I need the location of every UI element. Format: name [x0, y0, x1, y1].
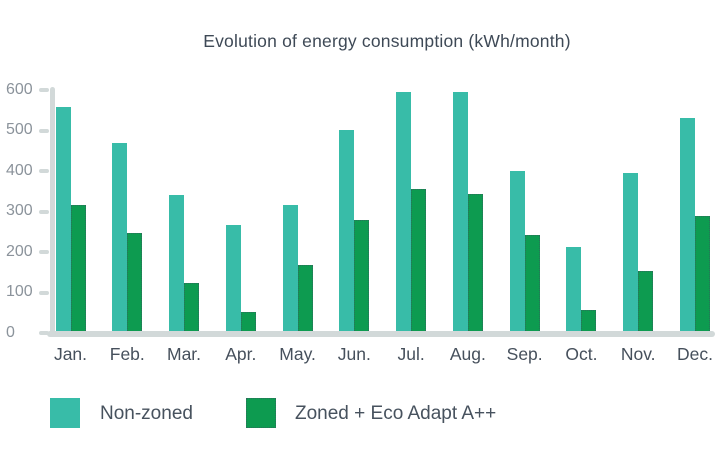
bar-aug-non-zoned — [452, 91, 468, 333]
bar-sep-non-zoned — [509, 170, 525, 333]
x-label-nov: Nov. — [620, 344, 656, 364]
bar-mar-zoned-eco-adapt-a — [184, 282, 200, 333]
y-tick-label-600: 600 — [6, 80, 33, 98]
y-tick-label-300: 300 — [6, 202, 33, 219]
x-label-aug: Aug. — [449, 344, 486, 364]
legend-swatch-non-zoned — [50, 398, 80, 428]
bar-dec-zoned-eco-adapt-a — [694, 215, 710, 333]
bar-feb-non-zoned — [112, 142, 128, 333]
legend-label-zoned-eco-adapt: Zoned + Eco Adapt A++ — [295, 403, 497, 424]
x-label-oct: Oct. — [565, 344, 598, 364]
x-label-jan: Jan. — [53, 344, 88, 364]
x-label-sep: Sep. — [506, 344, 543, 364]
y-tick-label-400: 400 — [6, 161, 33, 179]
bar-apr-non-zoned — [225, 224, 241, 333]
x-label-jul: Jul. — [397, 344, 425, 364]
bar-jan-non-zoned — [55, 106, 71, 333]
legend-swatch-zoned-eco-adapt — [246, 398, 276, 428]
x-label-apr: Apr. — [225, 344, 257, 364]
bar-oct-zoned-eco-adapt-a — [581, 309, 597, 333]
y-axis-line — [50, 87, 55, 337]
y-tick-label-500: 500 — [6, 121, 33, 138]
y-tick-300 — [39, 209, 49, 214]
bar-nov-non-zoned — [623, 172, 639, 333]
bar-mar-non-zoned — [169, 194, 185, 333]
x-label-feb: Feb. — [109, 344, 145, 364]
y-tick-label-0: 0 — [6, 323, 15, 341]
chart-title: Evolution of energy consumption (kWh/mon… — [203, 31, 571, 51]
bar-aug-zoned-eco-adapt-a — [467, 193, 483, 333]
y-tick-100 — [39, 290, 49, 295]
bar-oct-non-zoned — [566, 246, 582, 333]
legend-label-non-zoned: Non-zoned — [100, 403, 193, 424]
bar-jul-zoned-eco-adapt-a — [411, 188, 427, 333]
bar-jun-zoned-eco-adapt-a — [354, 219, 370, 333]
bar-nov-zoned-eco-adapt-a — [638, 270, 654, 333]
bar-may-zoned-eco-adapt-a — [297, 264, 313, 333]
bar-jan-zoned-eco-adapt-a — [70, 204, 86, 333]
x-label-jun: Jun. — [337, 344, 371, 364]
bar-jun-non-zoned — [339, 129, 355, 333]
y-tick-200 — [39, 250, 49, 254]
bar-dec-non-zoned — [679, 117, 695, 333]
y-tick-label-200: 200 — [6, 242, 33, 260]
y-tick-600 — [39, 88, 49, 92]
y-tick-0 — [39, 331, 49, 335]
y-tick-label-100: 100 — [6, 283, 33, 300]
x-label-may: May. — [279, 344, 316, 364]
bar-apr-zoned-eco-adapt-a — [240, 311, 256, 333]
bar-may-non-zoned — [282, 204, 298, 333]
y-tick-400 — [39, 169, 49, 173]
y-tick-500 — [39, 128, 49, 133]
x-label-mar: Mar. — [167, 344, 202, 364]
bar-feb-zoned-eco-adapt-a — [127, 232, 143, 333]
bar-jul-non-zoned — [396, 91, 412, 333]
x-label-dec: Dec. — [676, 344, 713, 364]
bar-sep-zoned-eco-adapt-a — [524, 234, 540, 333]
x-axis-line — [47, 331, 715, 337]
